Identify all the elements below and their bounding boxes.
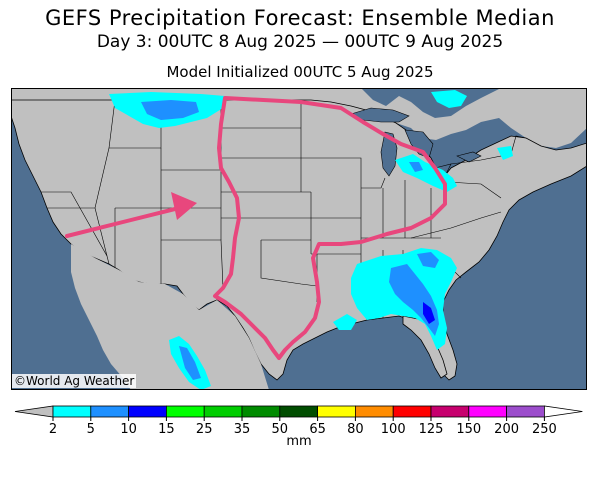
colorbar-swatch [203, 405, 243, 418]
baja-land [71, 254, 121, 352]
colorbar-swatch [506, 405, 545, 418]
colorbar-swatch [90, 405, 130, 418]
colorbar-tick-label: 125 [419, 422, 444, 437]
colorbar-tick-label: 80 [347, 422, 364, 437]
precip-ne-cyan [497, 146, 513, 160]
mexico-land [71, 244, 269, 390]
precip-se-blue2 [417, 252, 439, 268]
colorbar-swatch [128, 405, 167, 418]
model-init: Model Initialized 00UTC 5 Aug 2025 [166, 63, 434, 81]
forecast-period: Day 3: 00UTC 8 Aug 2025 — 00UTC 9 Aug 20… [96, 32, 504, 52]
precip-lakes-blue [409, 162, 423, 172]
colorbar-tick-label: 15 [158, 422, 175, 437]
colorbar-tick-label: 100 [381, 422, 406, 437]
colorbar-tick-label: 5 [87, 422, 95, 437]
colorbar-swatch [279, 405, 318, 418]
map-title: GEFS Precipitation Forecast: Ensemble Me… [45, 6, 555, 30]
colorbar-tick-label: 65 [309, 422, 326, 437]
colorbar-over-triangle [544, 405, 583, 418]
colorbar-tick-label: 150 [456, 422, 481, 437]
colorbar-tick-label: 250 [532, 422, 557, 437]
colorbar-tick-label: 2 [49, 422, 57, 437]
precip-mexico-blue [179, 346, 201, 380]
precip-se-darkblue [423, 302, 435, 324]
colorbar-unit: mm [286, 434, 311, 449]
colorbar-tick-label: 10 [120, 422, 137, 437]
colorbar-tick-label: 50 [272, 422, 289, 437]
colorbar-swatch [392, 405, 432, 418]
canada-land [11, 88, 587, 148]
colorbar-swatch [317, 405, 356, 418]
precip-map [11, 88, 587, 390]
arrow-shaft [65, 206, 181, 238]
lake-ontario [456, 151, 482, 163]
copyright-label: ©World Ag Weather [12, 374, 137, 388]
arrow-head [171, 192, 197, 220]
colorbar-swatch [468, 405, 507, 418]
map-frame [11, 88, 587, 390]
colorbar-tick-label: 25 [196, 422, 213, 437]
colorbar-swatch [52, 405, 92, 418]
colorbar-swatch [165, 405, 205, 418]
colorbar-swatch [354, 405, 394, 418]
highlight-region [213, 96, 447, 360]
colorbar: 2 5 10 15 25 35 50 65 80 100 125 150 200 250 mm [14, 405, 583, 449]
lake-michigan [380, 131, 398, 177]
precip-gulf-cyan [333, 314, 357, 330]
precip-east-cyan [431, 90, 467, 108]
precip-areas [109, 90, 513, 390]
lake-superior [350, 107, 410, 123]
precip-north-blue [141, 100, 199, 120]
colorbar-under-triangle [14, 405, 54, 418]
colorbar-tick-label: 200 [494, 422, 519, 437]
colorbar-swatch [430, 405, 470, 418]
colorbar-swatch [241, 405, 281, 418]
colorbar-tick-label: 35 [234, 422, 251, 437]
